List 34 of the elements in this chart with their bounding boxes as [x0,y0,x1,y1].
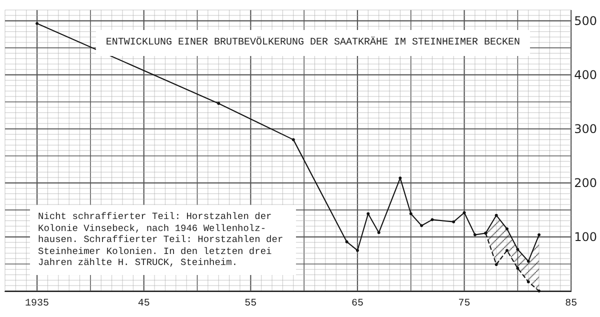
y-tick-label: 400 [574,68,597,82]
point [345,240,348,244]
y-tick-label: 300 [574,122,597,136]
point [494,263,498,266]
point [377,231,380,234]
x-tick-label: 45 [138,298,150,310]
point [538,290,541,292]
point [506,248,509,252]
point [217,102,220,105]
point [462,211,466,214]
text: ENTWICKLUNG EINER BRUTBEVÖLKERUNG DER SAATKRÄHE IM STEINHEIMER BECKEN [106,36,520,48]
point [516,248,520,251]
point [526,280,530,284]
x-tick-label: 1935 [25,298,50,310]
point [420,224,424,228]
point [36,22,39,26]
x-tick-label: 85 [565,298,578,310]
point [473,233,476,236]
point [292,138,295,142]
point [538,233,541,236]
point [409,212,412,216]
point [452,220,456,224]
x-tick-label: 75 [458,298,470,310]
annotation: Nicht schraffierter Teil: Horstzahlen der Kolonie Vinsebeck, nach 1946 Wellenholz-hausen. Schraffierter Teil: Horstzahlen der Steinheimer Kolonien. In den letzten drei Jahren zählte H. STRUCK, Steinheim. [30,205,296,274]
y-tick-label: 500 [574,14,597,28]
y-tick-label: 200 [574,176,597,190]
x-tick-label: 65 [351,298,364,310]
line-series [484,232,541,292]
y-tick-label: 100 [574,230,597,244]
point [506,227,509,230]
x-tick-label: 55 [244,298,257,310]
point [494,214,498,217]
point [516,266,520,270]
point [398,176,402,180]
